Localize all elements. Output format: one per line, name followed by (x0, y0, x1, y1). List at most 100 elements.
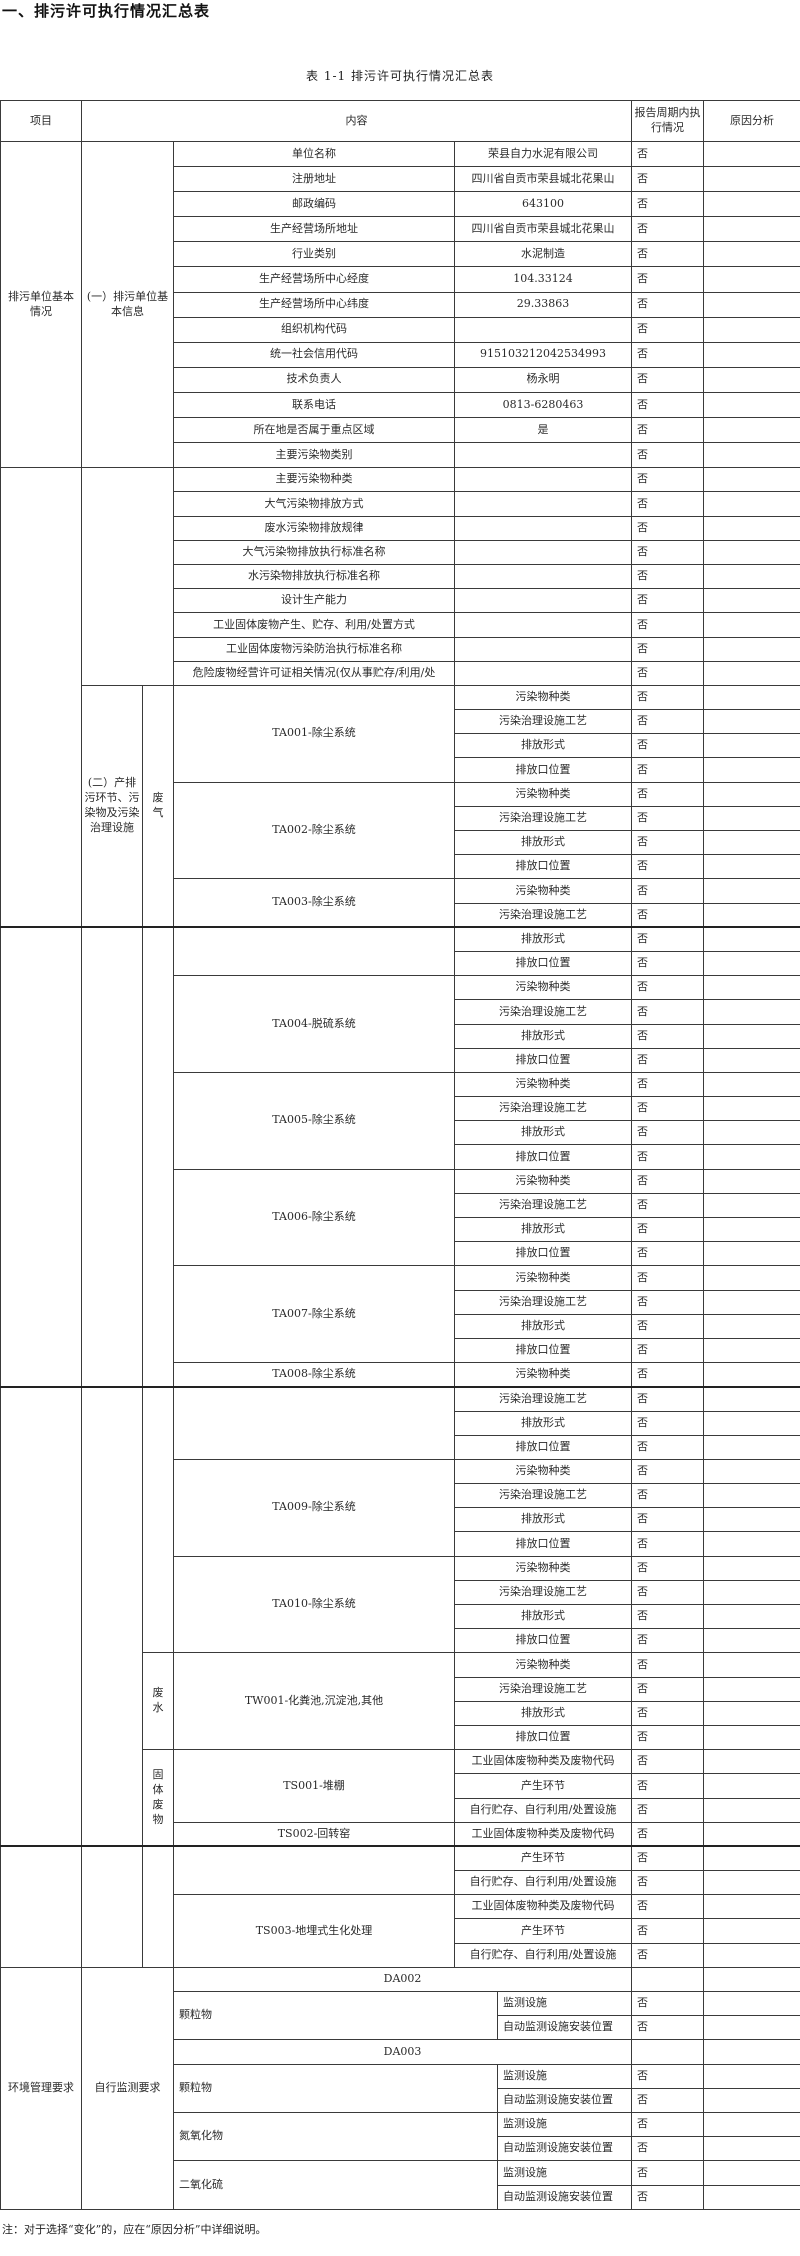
table-body: 排污单位基本情况 (一）排污单位基本信息 单位名称 荣县自力水泥有限公司否注册地址 四川… (0, 140, 800, 2210)
reason-cell (703, 442, 800, 469)
reason-cell (703, 2087, 800, 2113)
status-cell: 否 (631, 684, 705, 711)
table-row: TA005-除尘系统 污染物种类否 (1, 1071, 800, 1170)
field-value (453, 612, 633, 638)
status-cell: 否 (631, 1579, 705, 1606)
reason-cell (703, 1168, 800, 1194)
status-cell: 否 (631, 1289, 705, 1315)
facility-item: 污染治理设施工艺 (453, 709, 633, 735)
status-cell: 否 (631, 539, 705, 565)
status-cell (631, 1966, 705, 1993)
field-label: 技术负责人 (173, 366, 455, 393)
facility-item: 污染物种类 (453, 1265, 633, 1291)
status-cell: 否 (631, 1894, 705, 1920)
status-cell: 否 (631, 1531, 705, 1557)
status-cell: 否 (631, 709, 705, 735)
status-cell: 否 (631, 515, 705, 541)
table-row: TS002-回转窑 工业固体废物种类及废物代码否 (1, 1821, 800, 1847)
pollution-type-cell (142, 1845, 174, 1968)
status-cell: 否 (631, 1071, 705, 1098)
table-row: 自动监测设施安装位置否 (1, 2136, 800, 2162)
reason-cell (703, 1410, 800, 1436)
reason-cell (703, 166, 800, 193)
status-cell: 否 (631, 1845, 705, 1872)
facility-item: 排放形式 (453, 830, 633, 856)
status-cell: 否 (631, 854, 705, 880)
reason-cell (703, 733, 800, 759)
status-cell: 否 (631, 1749, 705, 1775)
status-cell: 否 (631, 1555, 705, 1581)
reason-cell (703, 2039, 800, 2065)
reason-cell (703, 467, 800, 493)
table-row: 主要污染物种类否 (0, 467, 800, 928)
reason-cell (703, 1555, 800, 1581)
reason-cell (703, 491, 800, 517)
document-heading: 一、排污许可执行情况汇总表 (2, 2, 211, 20)
pollutant-name: 氮氧化物 (173, 2111, 498, 2162)
group-cell (81, 1385, 143, 1847)
reason-cell (703, 1507, 800, 1533)
table-row: 行业类别 水泥制造否 (1, 241, 800, 268)
reason-cell (703, 1845, 800, 1872)
reason-cell (703, 1652, 800, 1678)
reason-cell (703, 1120, 800, 1146)
category-cell (0, 467, 82, 928)
facility-item: 污染治理设施工艺 (453, 1289, 633, 1315)
facility-item: 排放口位置 (453, 1724, 633, 1751)
field-value: 四川省自贡市荣县城北花果山 (453, 216, 633, 243)
facility-name: TA006-除尘系统 (173, 1168, 455, 1267)
status-cell: 否 (631, 781, 705, 807)
table-row: 所在地是否属于重点区域是否 (1, 417, 800, 444)
facility-name: TA009-除尘系统 (173, 1458, 455, 1557)
table-row: 工业固体废物污染防治执行标准名称 否 (1, 636, 800, 662)
reason-cell (703, 1966, 800, 1993)
field-value (453, 316, 633, 343)
field-label: 行业类别 (173, 241, 455, 268)
facility-item: 污染物种类 (453, 1555, 633, 1581)
table-row: (二）产排污环节、污染物及污染治理设施 废气 TA001-除尘系统 污染物种类否 (1, 684, 800, 928)
pollution-type-cell: 废气 (142, 684, 174, 928)
status-cell: 否 (631, 660, 705, 686)
reason-cell (703, 1096, 800, 1122)
table-row: 污染治理设施工艺否 (1, 1579, 800, 1606)
field-value: 0813-6280463 (453, 391, 633, 419)
status-cell: 否 (631, 241, 705, 268)
field-label: 所在地是否属于重点区域 (173, 417, 455, 444)
status-cell: 否 (631, 1797, 705, 1823)
field-value (453, 563, 633, 590)
status-cell: 否 (631, 878, 705, 904)
status-cell: 否 (631, 1144, 705, 1170)
field-value (453, 588, 633, 614)
reason-cell (703, 316, 800, 343)
field-label: 主要污染物类别 (173, 442, 455, 469)
facility-item: 排放口位置 (453, 950, 633, 977)
facility-item: 污染治理设施工艺 (453, 1579, 633, 1606)
group-cell (81, 926, 143, 1388)
reason-cell (703, 1047, 800, 1073)
status-cell: 否 (631, 2160, 705, 2186)
reason-cell (703, 539, 800, 565)
field-label: 组织机构代码 (173, 316, 455, 343)
status-cell: 否 (631, 1942, 705, 1968)
facility-item: 排放形式 (453, 1410, 633, 1436)
field-value: 643100 (453, 191, 633, 218)
table-row: TA006-除尘系统 污染物种类否 (1, 1168, 800, 1267)
status-cell: 否 (631, 191, 705, 218)
group-cell: 自行监测要求 (81, 1966, 174, 2210)
reason-cell (703, 1217, 800, 1243)
facility-item: 污染物种类 (453, 1071, 633, 1098)
reason-cell (703, 830, 800, 856)
facility-name: TA010-除尘系统 (173, 1555, 455, 1654)
table-row: 自动监测设施安装位置否 (1, 2015, 800, 2041)
reason-cell (703, 366, 800, 393)
field-value: 104.33124 (453, 266, 633, 293)
status-cell: 否 (631, 1483, 705, 1509)
field-value: 荣县自力水泥有限公司 (453, 140, 633, 168)
reason-cell (703, 902, 800, 928)
status-cell: 否 (631, 216, 705, 243)
status-cell (631, 2039, 705, 2065)
facility-item: 污染治理设施工艺 (453, 999, 633, 1025)
facility-name: TA008-除尘系统 (173, 1362, 455, 1388)
field-label: 生产经营场所中心经度 (173, 266, 455, 293)
status-cell: 否 (631, 1362, 705, 1388)
